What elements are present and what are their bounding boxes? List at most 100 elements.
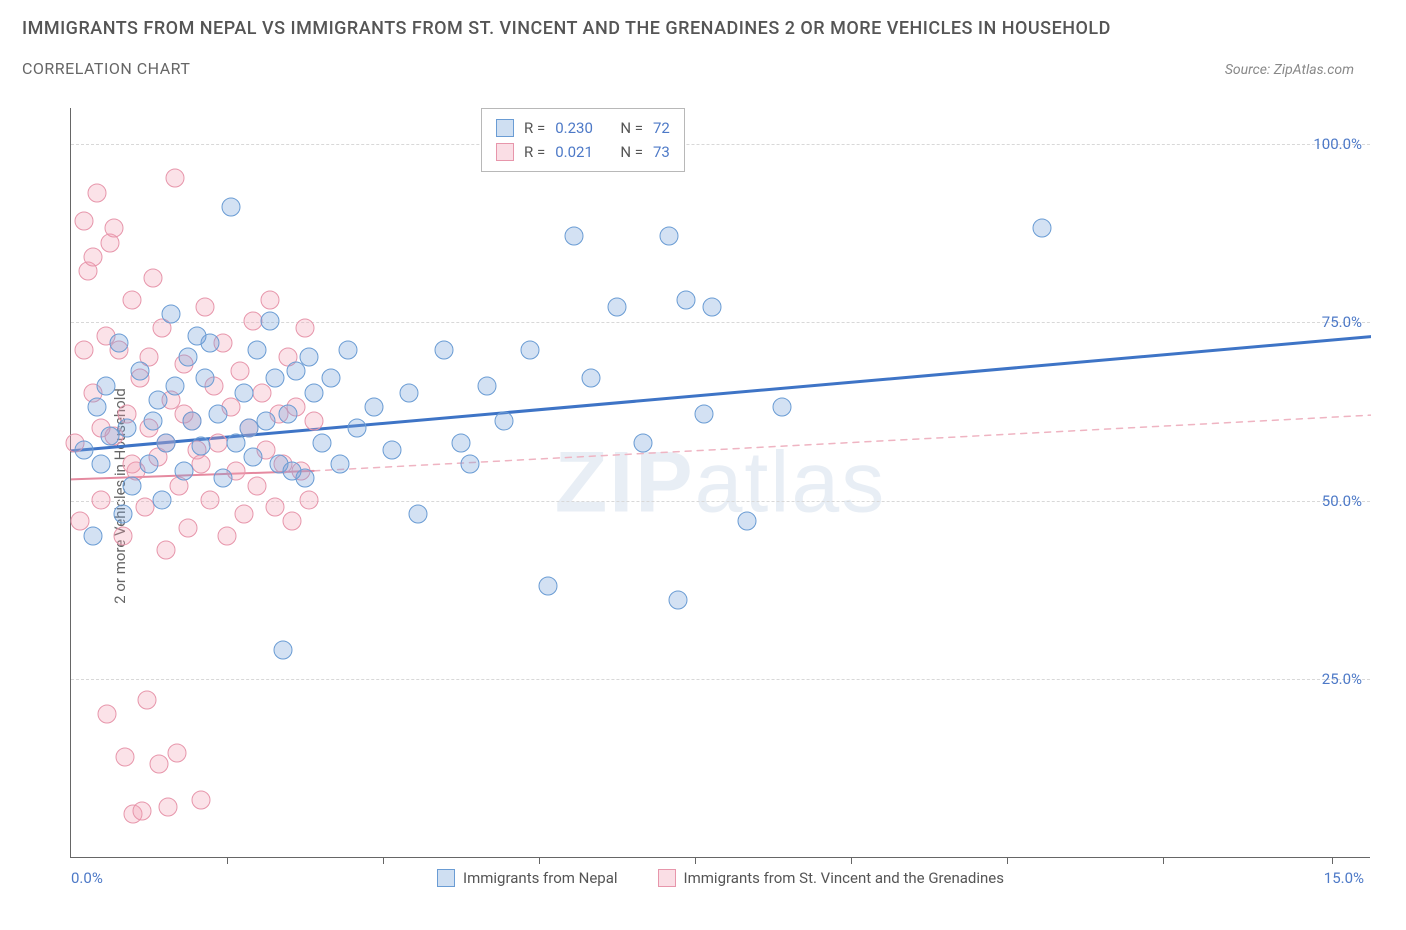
data-point	[738, 512, 757, 531]
data-point	[138, 690, 157, 709]
data-point	[83, 526, 102, 545]
data-point	[248, 340, 267, 359]
data-point	[434, 340, 453, 359]
data-point	[244, 448, 263, 467]
data-point	[131, 362, 150, 381]
data-point	[330, 455, 349, 474]
data-point	[538, 576, 557, 595]
y-tick-label: 50.0%	[1322, 492, 1362, 510]
data-point	[452, 433, 471, 452]
data-point	[261, 312, 280, 331]
y-tick-label: 100.0%	[1313, 135, 1362, 153]
data-point	[157, 433, 176, 452]
data-point	[218, 526, 237, 545]
data-point	[400, 383, 419, 402]
data-point	[283, 512, 302, 531]
data-point	[564, 226, 583, 245]
data-point	[174, 462, 193, 481]
data-point	[239, 419, 258, 438]
data-point	[660, 226, 679, 245]
data-point	[495, 412, 514, 431]
data-point	[122, 476, 141, 495]
data-point	[96, 376, 115, 395]
data-point	[179, 348, 198, 367]
y-tick-label: 75.0%	[1322, 313, 1362, 331]
data-point	[408, 505, 427, 524]
data-point	[365, 398, 384, 417]
data-point	[92, 490, 111, 509]
watermark: ZIPatlas	[555, 433, 886, 532]
chart-subtitle: CORRELATION CHART	[22, 59, 190, 78]
data-point	[257, 412, 276, 431]
legend-swatch	[437, 869, 455, 887]
data-point	[114, 526, 133, 545]
data-point	[114, 505, 133, 524]
data-point	[167, 744, 186, 763]
data-point	[183, 412, 202, 431]
plot-region: ZIPatlas R = 0.230 N = 72R = 0.021 N = 7…	[70, 108, 1370, 858]
data-point	[88, 398, 107, 417]
x-tick	[539, 857, 540, 864]
data-point	[98, 705, 117, 724]
source-label: Source: ZipAtlas.com	[1225, 62, 1384, 78]
data-point	[296, 319, 315, 338]
data-point	[274, 640, 293, 659]
data-point	[231, 362, 250, 381]
data-point	[634, 433, 653, 452]
data-point	[694, 405, 713, 424]
data-point	[83, 248, 102, 267]
data-point	[192, 437, 211, 456]
data-point	[135, 498, 154, 517]
data-point	[150, 755, 169, 774]
data-point	[582, 369, 601, 388]
correlation-legend: R = 0.230 N = 72R = 0.021 N = 73	[481, 108, 685, 172]
data-point	[88, 183, 107, 202]
data-point	[209, 405, 228, 424]
x-tick	[695, 857, 696, 864]
data-point	[196, 298, 215, 317]
data-point	[304, 383, 323, 402]
data-point	[244, 312, 263, 331]
data-point	[1032, 219, 1051, 238]
x-tick	[1332, 857, 1333, 864]
data-point	[703, 298, 722, 317]
data-point	[166, 376, 185, 395]
data-point	[122, 290, 141, 309]
data-point	[348, 419, 367, 438]
series-legend: Immigrants from NepalImmigrants from St.…	[71, 869, 1370, 887]
y-tick-label: 25.0%	[1322, 670, 1362, 688]
x-tick	[1163, 857, 1164, 864]
data-point	[109, 333, 128, 352]
chart-title: IMMIGRANTS FROM NEPAL VS IMMIGRANTS FROM…	[22, 18, 1384, 39]
data-point	[382, 440, 401, 459]
data-point	[75, 212, 94, 231]
data-point	[278, 405, 297, 424]
data-point	[140, 455, 159, 474]
data-point	[187, 326, 206, 345]
data-point	[677, 290, 696, 309]
corr-legend-row: R = 0.230 N = 72	[496, 116, 670, 140]
data-point	[300, 348, 319, 367]
gridline	[71, 144, 1370, 145]
data-point	[460, 455, 479, 474]
data-point	[161, 305, 180, 324]
data-point	[192, 790, 211, 809]
data-point	[209, 433, 228, 452]
data-point	[313, 433, 332, 452]
data-point	[148, 390, 167, 409]
data-point	[248, 476, 267, 495]
x-tick	[851, 857, 852, 864]
data-point	[144, 412, 163, 431]
data-point	[75, 340, 94, 359]
data-point	[283, 462, 302, 481]
data-point	[304, 412, 323, 431]
data-point	[166, 169, 185, 188]
legend-item: Immigrants from St. Vincent and the Gren…	[658, 869, 1004, 887]
data-point	[179, 519, 198, 538]
data-point	[192, 455, 211, 474]
data-point	[196, 369, 215, 388]
data-point	[235, 383, 254, 402]
x-tick	[227, 857, 228, 864]
data-point	[478, 376, 497, 395]
data-point	[144, 269, 163, 288]
